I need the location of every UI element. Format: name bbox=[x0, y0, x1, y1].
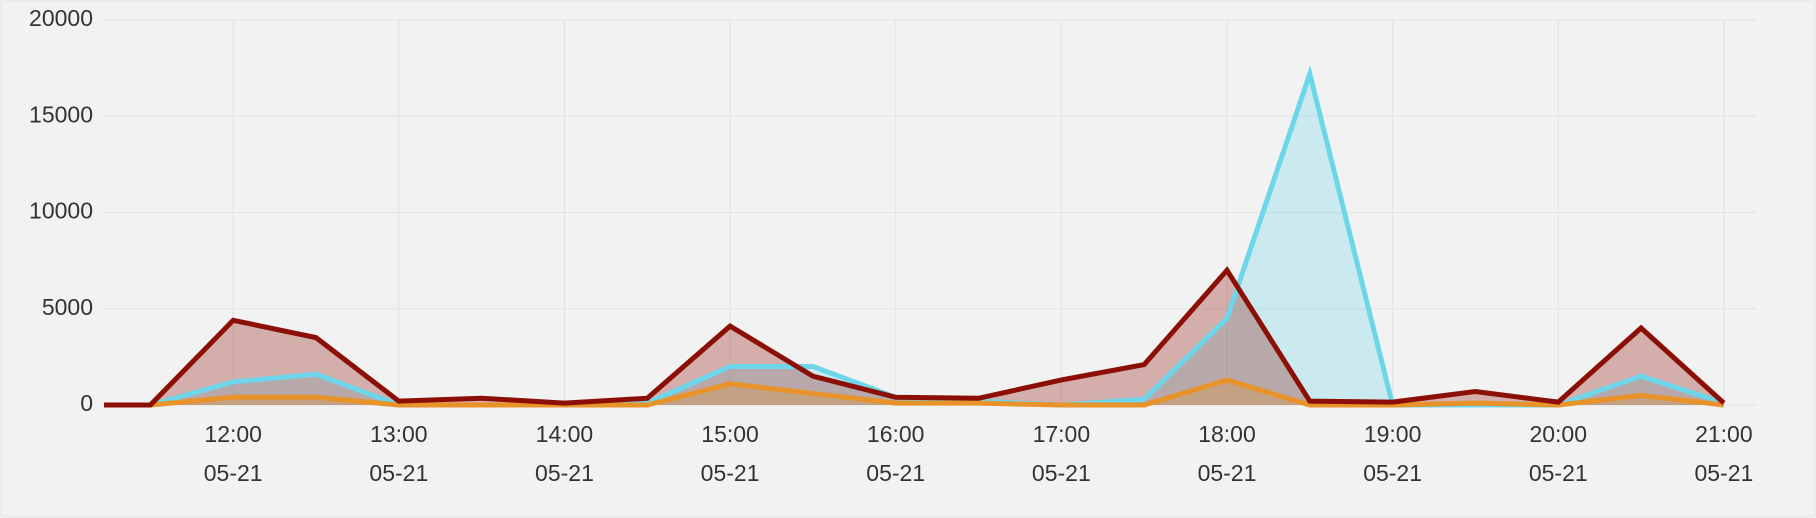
x-tick-sublabel: 05-21 bbox=[1198, 460, 1257, 486]
x-tick-sublabel: 05-21 bbox=[1694, 460, 1753, 486]
line bbox=[104, 377, 1725, 408]
x-tick-sublabel: 05-21 bbox=[701, 460, 760, 486]
area-fill bbox=[104, 270, 1724, 405]
y-tick-label: 0 bbox=[80, 390, 93, 416]
x-tick-label: 15:00 bbox=[701, 421, 759, 447]
y-tick-label: 5000 bbox=[42, 294, 93, 320]
x-tick-label: 18:00 bbox=[1198, 421, 1256, 447]
x-tick-sublabel: 05-21 bbox=[1363, 460, 1422, 486]
y-tick-label: 20000 bbox=[29, 5, 93, 31]
area-fill bbox=[104, 379, 1724, 405]
x-tick-label: 17:00 bbox=[1033, 421, 1091, 447]
x-tick-label: 12:00 bbox=[204, 421, 262, 447]
x-tick-sublabel: 05-21 bbox=[369, 460, 428, 486]
y-tick-label: 10000 bbox=[29, 198, 93, 224]
x-tick-label: 21:00 bbox=[1695, 421, 1753, 447]
x-tick-sublabel: 05-21 bbox=[204, 460, 263, 486]
x-tick-label: 19:00 bbox=[1364, 421, 1422, 447]
y-tick-label: 15000 bbox=[29, 101, 93, 127]
x-tick-label: 20:00 bbox=[1529, 421, 1587, 447]
x-tick-label: 14:00 bbox=[536, 421, 594, 447]
x-tick-sublabel: 05-21 bbox=[1032, 460, 1091, 486]
x-tick-sublabel: 05-21 bbox=[866, 460, 925, 486]
line bbox=[104, 266, 1726, 408]
x-tick-sublabel: 05-21 bbox=[1529, 460, 1588, 486]
area-fill bbox=[104, 73, 1724, 406]
x-tick-label: 16:00 bbox=[867, 421, 925, 447]
x-tick-sublabel: 05-21 bbox=[535, 460, 594, 486]
x-tick-label: 13:00 bbox=[370, 421, 428, 447]
